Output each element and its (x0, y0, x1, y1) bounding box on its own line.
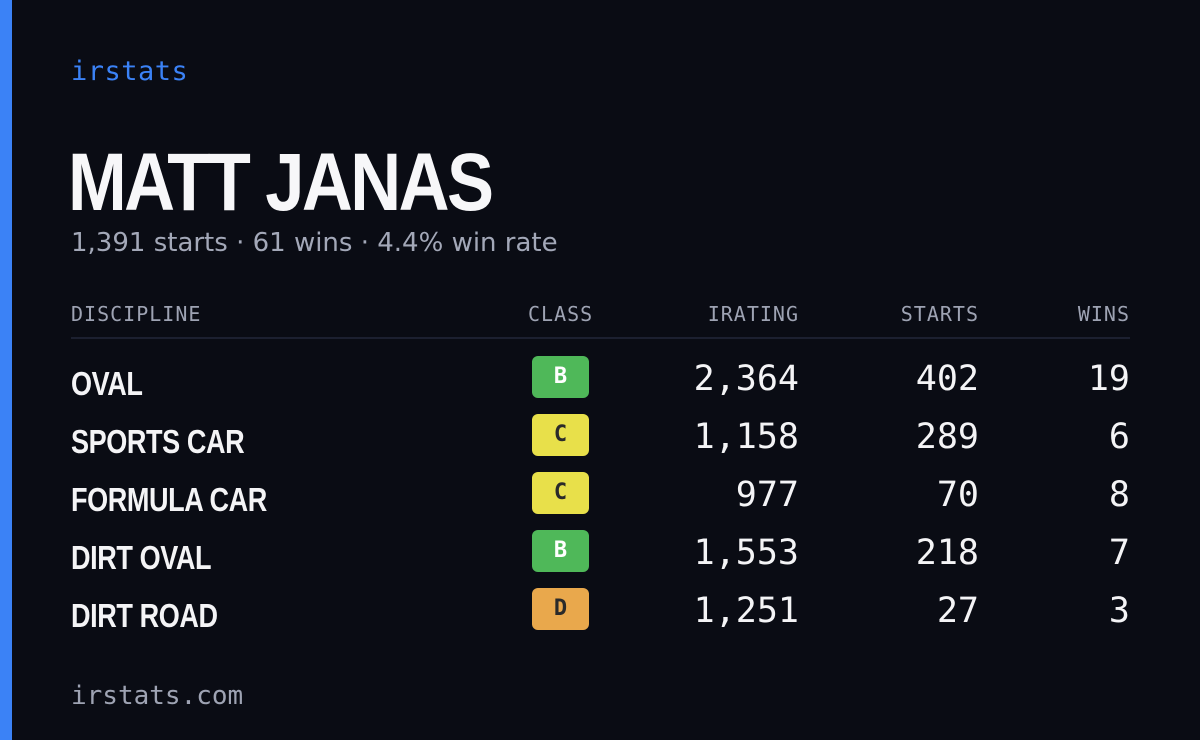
wins-value: 3 (1108, 591, 1130, 631)
header-class: CLASS (528, 302, 594, 326)
wins-value: 8 (1108, 475, 1130, 515)
table-body: OVAL B 2,364 402 19 SPORTS CAR C 1,158 2… (71, 355, 1130, 645)
accent-bar (0, 0, 12, 740)
table-row: DIRT ROAD D 1,251 27 3 (71, 587, 1130, 645)
class-badge: C (532, 414, 589, 456)
stats-table: DISCIPLINE CLASS IRATING STARTS WINS OVA… (71, 300, 1130, 634)
header-wins: WINS (1077, 302, 1130, 326)
discipline-name: DIRT ROAD (71, 597, 218, 634)
table-row: FORMULA CAR C 977 70 8 (71, 471, 1130, 529)
starts-value: 218 (915, 533, 979, 573)
starts-value: 27 (936, 591, 979, 631)
footer-url: irstats.com (71, 681, 244, 711)
irating-value: 1,158 (693, 417, 799, 457)
brand-logo: irstats (71, 56, 189, 87)
starts-value: 70 (936, 475, 979, 515)
class-badge: B (532, 530, 589, 572)
class-badge: C (532, 472, 589, 514)
table-header: DISCIPLINE CLASS IRATING STARTS WINS (71, 300, 1130, 339)
irating-value: 1,553 (693, 533, 799, 573)
table-row: DIRT OVAL B 1,553 218 7 (71, 529, 1130, 587)
discipline-name: OVAL (71, 365, 143, 402)
header-discipline: DISCIPLINE (71, 302, 202, 326)
starts-value: 289 (915, 417, 979, 457)
discipline-name: SPORTS CAR (71, 423, 245, 460)
class-badge: B (532, 356, 589, 398)
irating-value: 977 (735, 475, 799, 515)
irating-value: 2,364 (693, 359, 799, 399)
wins-value: 19 (1087, 359, 1130, 399)
driver-summary: 1,391 starts · 61 wins · 4.4% win rate (71, 228, 558, 258)
wins-value: 7 (1108, 533, 1130, 573)
wins-value: 6 (1108, 417, 1130, 457)
driver-name: MATT JANAS (68, 137, 494, 228)
discipline-name: FORMULA CAR (71, 481, 267, 518)
header-irating: IRATING (707, 302, 799, 326)
discipline-name: DIRT OVAL (71, 539, 212, 576)
header-starts: STARTS (900, 302, 979, 326)
table-row: SPORTS CAR C 1,158 289 6 (71, 413, 1130, 471)
class-badge: D (532, 588, 589, 630)
starts-value: 402 (915, 359, 979, 399)
irating-value: 1,251 (693, 591, 799, 631)
table-row: OVAL B 2,364 402 19 (71, 355, 1130, 413)
